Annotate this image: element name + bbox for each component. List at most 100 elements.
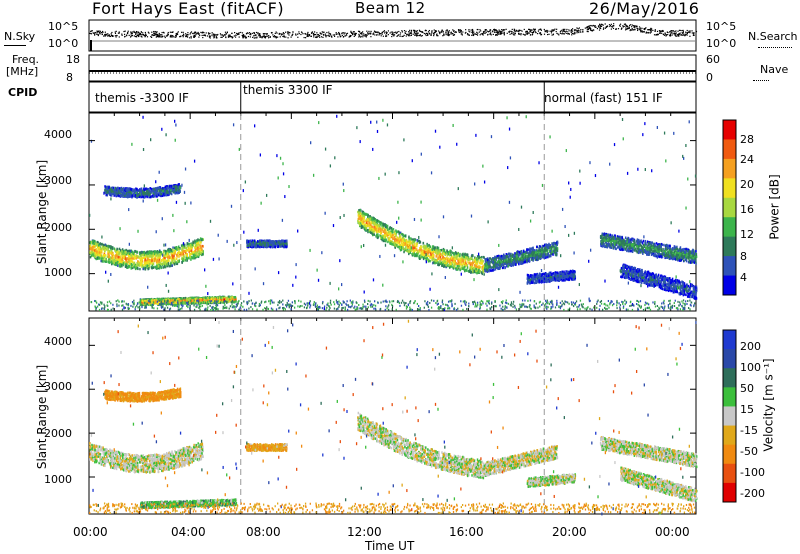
data-point: [265, 243, 268, 247]
data-point: [147, 265, 149, 269]
nsky-point: [238, 32, 240, 34]
nsky-point: [416, 35, 418, 37]
data-point: [126, 195, 129, 199]
data-point: [142, 251, 144, 255]
nsky-point: [447, 34, 449, 36]
nsky-point: [242, 35, 245, 38]
data-point: [143, 190, 145, 193]
nsky-point: [166, 34, 168, 37]
nsky-point: [599, 25, 601, 27]
nsky-point: [404, 32, 407, 34]
nsky-point: [418, 34, 420, 37]
nsky-point: [664, 32, 666, 34]
nsky-point: [476, 34, 479, 36]
nsky-point: [283, 35, 285, 37]
nsky-point: [233, 35, 235, 37]
data-point: [166, 255, 168, 259]
data-point: [125, 265, 128, 268]
nsky-point: [440, 30, 443, 32]
nsky-point: [599, 27, 601, 29]
nsky-point: [393, 34, 396, 36]
nsky-point: [128, 34, 130, 36]
data-point: [149, 187, 151, 190]
data-point: [122, 194, 124, 197]
nsky-point: [545, 30, 547, 32]
nsky-point: [189, 37, 191, 39]
nsky-point: [640, 31, 642, 33]
data-point: [185, 246, 188, 250]
nsky-point: [275, 31, 277, 33]
nsky-point: [209, 32, 211, 35]
data-point: [132, 194, 135, 198]
nsky-point: [665, 34, 668, 36]
nsky-point: [307, 33, 309, 35]
nsky-point: [338, 31, 340, 34]
data-point: [175, 297, 177, 300]
data-point: [185, 249, 188, 253]
velocity-frame: [88, 317, 697, 515]
data-point: [262, 241, 264, 244]
data-point: [125, 257, 127, 260]
nsky-point: [462, 31, 464, 33]
nsky-point: [649, 29, 651, 31]
nsky-point: [256, 37, 258, 39]
data-point: [146, 188, 148, 192]
nsky-underline: [4, 45, 26, 46]
data-point: [132, 253, 134, 256]
nsky-point: [675, 30, 677, 32]
data-point: [122, 263, 125, 267]
nsky-point: [633, 29, 635, 31]
data-point: [128, 262, 131, 266]
data-point: [107, 251, 109, 254]
data-point: [136, 250, 138, 254]
nsky-point: [358, 33, 360, 35]
data-point: [128, 265, 131, 268]
nsky-point: [563, 29, 565, 31]
nsky-point: [689, 30, 691, 32]
nsky-point: [237, 33, 239, 36]
data-point: [98, 257, 101, 260]
nsky-point: [535, 32, 537, 34]
nsky-point: [421, 31, 423, 33]
nsky-point: [195, 32, 197, 34]
nsky-point: [465, 29, 467, 31]
nsky-point: [198, 32, 200, 35]
nsky-point: [139, 32, 142, 35]
data-point: [167, 252, 170, 256]
nsky-point: [202, 36, 204, 39]
data-point: [201, 250, 204, 253]
nsky-point: [525, 33, 527, 35]
data-point: [151, 259, 153, 262]
nsky-point: [637, 28, 639, 30]
nsky-point: [266, 34, 268, 36]
nsky-point: [392, 32, 394, 35]
data-point: [111, 251, 113, 254]
data-point: [189, 253, 191, 256]
nsky-point: [487, 33, 489, 36]
data-point: [110, 262, 113, 266]
data-point: [172, 251, 175, 255]
data-point: [162, 260, 165, 263]
data-point: [138, 193, 141, 196]
nsky-point: [560, 30, 562, 32]
data-point: [151, 255, 153, 258]
data-point: [212, 299, 215, 303]
data-point: [209, 296, 211, 299]
data-point: [157, 256, 159, 260]
nsky-point: [451, 32, 453, 35]
data-point: [164, 298, 167, 302]
data-point: [113, 194, 115, 197]
nsky-point: [580, 31, 582, 33]
nsky-point: [328, 33, 330, 35]
nsky-point: [230, 36, 232, 38]
nsky-point: [438, 32, 441, 34]
nsky-point: [242, 35, 244, 37]
data-point: [168, 300, 170, 304]
data-point: [113, 261, 115, 265]
nsky-point: [476, 28, 478, 31]
data-point: [181, 246, 183, 250]
nsky-point: [344, 35, 346, 37]
data-point: [165, 252, 167, 255]
nsky-point: [396, 31, 398, 33]
data-point: [172, 246, 174, 249]
